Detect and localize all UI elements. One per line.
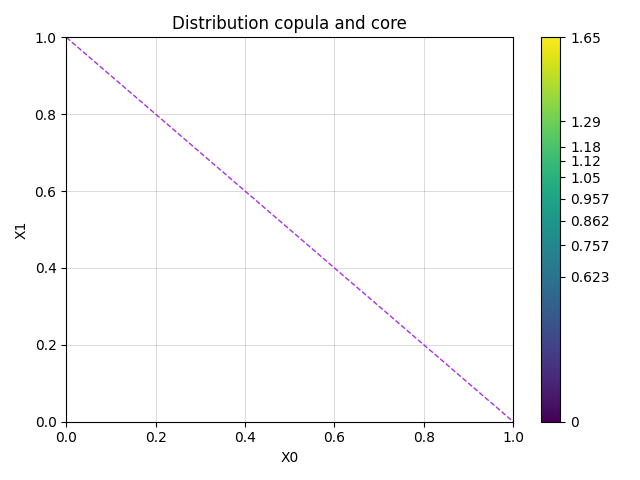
X-axis label: X0: X0 (281, 451, 299, 465)
Title: Distribution copula and core: Distribution copula and core (172, 15, 407, 33)
Y-axis label: X1: X1 (15, 220, 29, 239)
